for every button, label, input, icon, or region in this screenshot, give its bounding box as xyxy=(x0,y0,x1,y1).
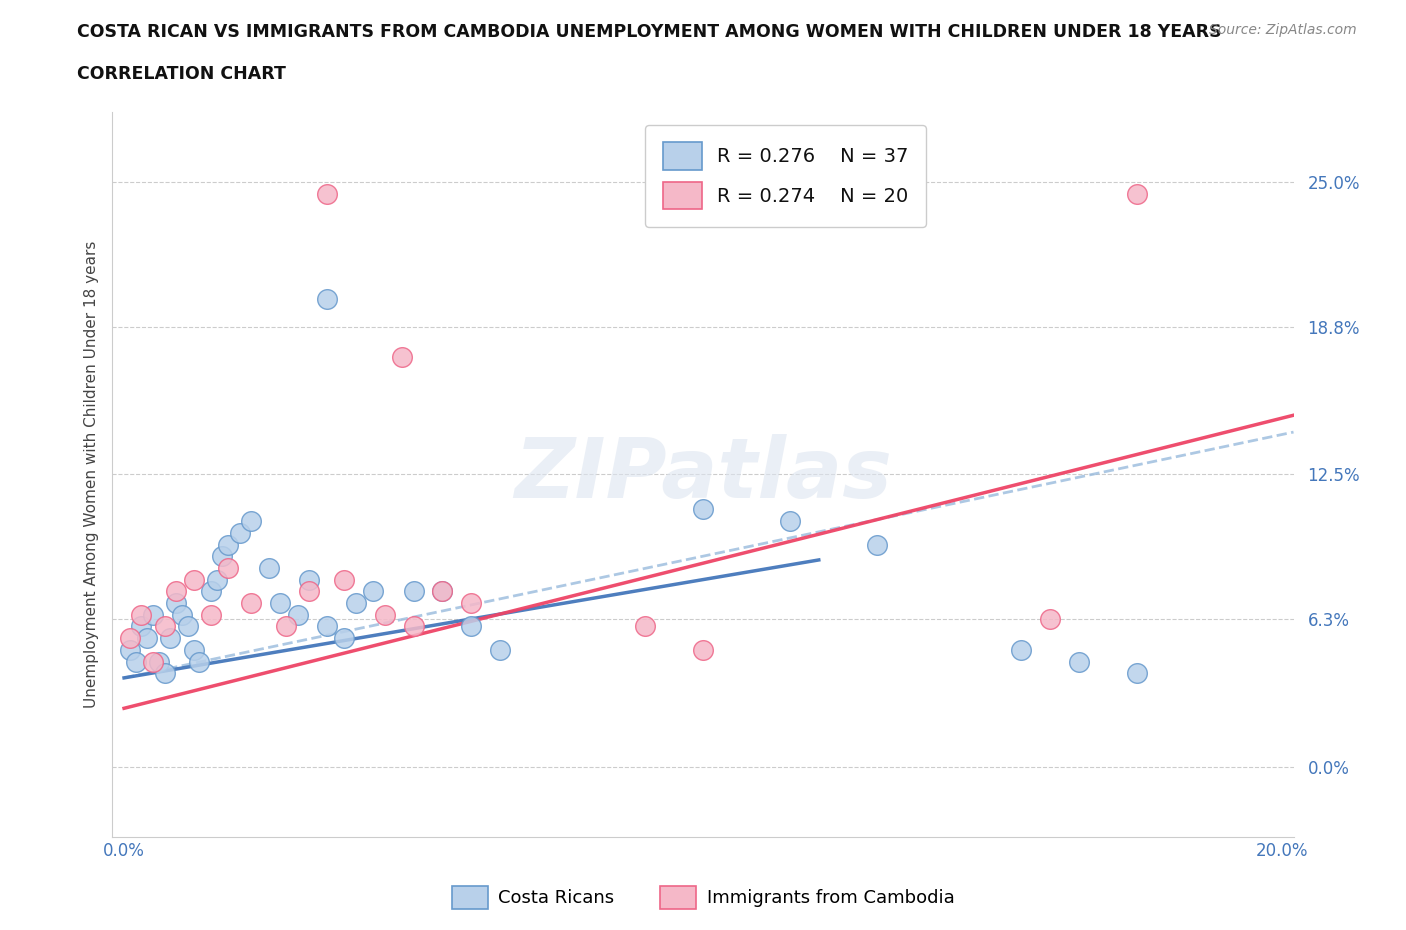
Point xyxy=(118,643,141,658)
Point xyxy=(402,584,425,599)
Point xyxy=(432,584,454,599)
Point xyxy=(402,619,425,634)
Point xyxy=(344,595,367,610)
Point xyxy=(142,654,165,669)
Point xyxy=(298,572,321,587)
Point xyxy=(142,607,165,622)
Point xyxy=(205,572,228,587)
Point xyxy=(692,643,714,658)
Point xyxy=(460,619,482,634)
Point xyxy=(391,350,413,365)
Point xyxy=(779,513,801,528)
Point xyxy=(315,186,337,201)
Point xyxy=(159,631,181,645)
Point xyxy=(183,572,205,587)
Point xyxy=(217,561,239,576)
Legend: R = 0.276    N = 37, R = 0.274    N = 20: R = 0.276 N = 37, R = 0.274 N = 20 xyxy=(645,125,927,227)
Point xyxy=(153,666,176,681)
Point xyxy=(298,584,321,599)
Point xyxy=(315,291,337,306)
Point xyxy=(165,595,187,610)
Point xyxy=(432,584,454,599)
Point xyxy=(217,537,239,551)
Point xyxy=(634,619,657,634)
Point xyxy=(131,607,153,622)
Text: ZIPatlas: ZIPatlas xyxy=(515,433,891,515)
Point xyxy=(124,654,146,669)
Text: CORRELATION CHART: CORRELATION CHART xyxy=(77,65,287,83)
Y-axis label: Unemployment Among Women with Children Under 18 years: Unemployment Among Women with Children U… xyxy=(84,241,100,708)
Point xyxy=(269,595,291,610)
Point xyxy=(240,513,263,528)
Point xyxy=(165,584,187,599)
Point xyxy=(211,549,233,564)
Point xyxy=(153,619,176,634)
Point xyxy=(200,607,222,622)
Point xyxy=(1069,654,1091,669)
Point xyxy=(177,619,200,634)
Legend: Costa Ricans, Immigrants from Cambodia: Costa Ricans, Immigrants from Cambodia xyxy=(444,879,962,916)
Point xyxy=(460,595,482,610)
Point xyxy=(692,502,714,517)
Point xyxy=(200,584,222,599)
Point xyxy=(136,631,159,645)
Point xyxy=(240,595,263,610)
Point xyxy=(361,584,384,599)
Point xyxy=(866,537,889,551)
Point xyxy=(148,654,170,669)
Point xyxy=(1039,612,1062,627)
Text: Source: ZipAtlas.com: Source: ZipAtlas.com xyxy=(1209,23,1357,37)
Text: COSTA RICAN VS IMMIGRANTS FROM CAMBODIA UNEMPLOYMENT AMONG WOMEN WITH CHILDREN U: COSTA RICAN VS IMMIGRANTS FROM CAMBODIA … xyxy=(77,23,1222,41)
Point xyxy=(315,619,337,634)
Point xyxy=(333,631,356,645)
Point xyxy=(1126,186,1149,201)
Point xyxy=(276,619,298,634)
Point xyxy=(1010,643,1032,658)
Point xyxy=(257,561,280,576)
Point xyxy=(183,643,205,658)
Point xyxy=(374,607,396,622)
Point xyxy=(131,619,153,634)
Point xyxy=(229,525,252,540)
Point xyxy=(287,607,309,622)
Point xyxy=(170,607,193,622)
Point xyxy=(118,631,141,645)
Point xyxy=(188,654,211,669)
Point xyxy=(1126,666,1149,681)
Point xyxy=(333,572,356,587)
Point xyxy=(489,643,512,658)
